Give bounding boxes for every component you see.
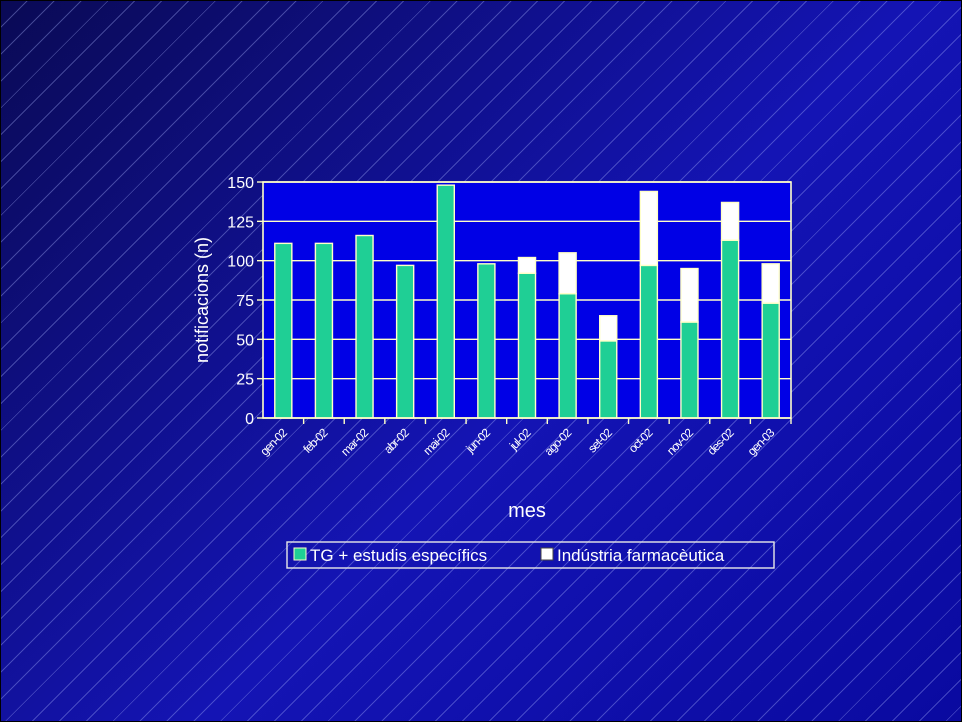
y-tick-label: 150 [227,175,254,192]
x-tick-label: oct-02 [626,425,656,455]
bar-industria [558,252,577,295]
legend-swatch-industria [540,547,554,561]
x-tick-label: ago-02 [542,425,575,458]
bar-tg [314,242,334,419]
bar-tg [477,263,496,419]
bar-industria [680,267,699,323]
x-tick-label: des-02 [705,425,738,458]
legend-swatch-tg [293,547,307,561]
x-tick-label: gen-02 [257,425,290,458]
bar-industria [761,263,780,304]
y-tick-label: 50 [236,332,254,349]
bar-tg [558,293,577,419]
bar-tg [355,234,374,419]
bar-tg [436,184,455,419]
bar-tg [720,239,740,419]
x-tick-label: jun-02 [463,425,494,456]
bar-tg [680,321,699,419]
x-tick-label: abr-02 [381,425,412,456]
x-tick-label: mai-02 [420,425,453,458]
y-tick-label: 25 [236,372,254,389]
x-tick-label: set-02 [585,425,615,455]
bar-industria [599,315,618,342]
bar-tg [639,264,659,419]
legend-box [286,541,775,569]
bar-tg [274,242,293,419]
x-tick-labels: gen-02 feb-02 mar-02 abr-02 mai-02 jun-02 jul-… [257,425,777,458]
legend: TG + estudis específics Indústria farmac… [286,541,775,569]
bar-tg [599,340,618,419]
bar-industria [720,201,740,241]
legend-label-industria: Indústria farmacèutica [557,546,725,565]
bar-industria [517,256,537,274]
y-tick-labels: 0 25 50 75 100 125 150 [227,175,254,428]
bar-tg [395,264,415,419]
x-tick-label: mar-02 [338,425,371,458]
y-tick-label: 0 [245,411,254,428]
y-tick-label: 125 [227,214,254,231]
y-axis-label: notificacions (n) [192,237,212,363]
x-tick-label: gen-03 [745,425,778,458]
y-tick-label: 100 [227,254,254,271]
x-axis-label: mes [508,500,546,522]
x-tick-label: nov-02 [664,425,697,458]
bar-tg [517,272,537,419]
y-tick-label: 75 [236,293,254,310]
plot-border [262,181,792,419]
bar-industria [639,190,659,267]
legend-label-tg: TG + estudis específics [310,546,487,565]
bar-tg [761,302,780,419]
x-tick-label: feb-02 [300,425,331,456]
x-tick-label: jul-02 [506,425,534,453]
axes [262,181,792,419]
